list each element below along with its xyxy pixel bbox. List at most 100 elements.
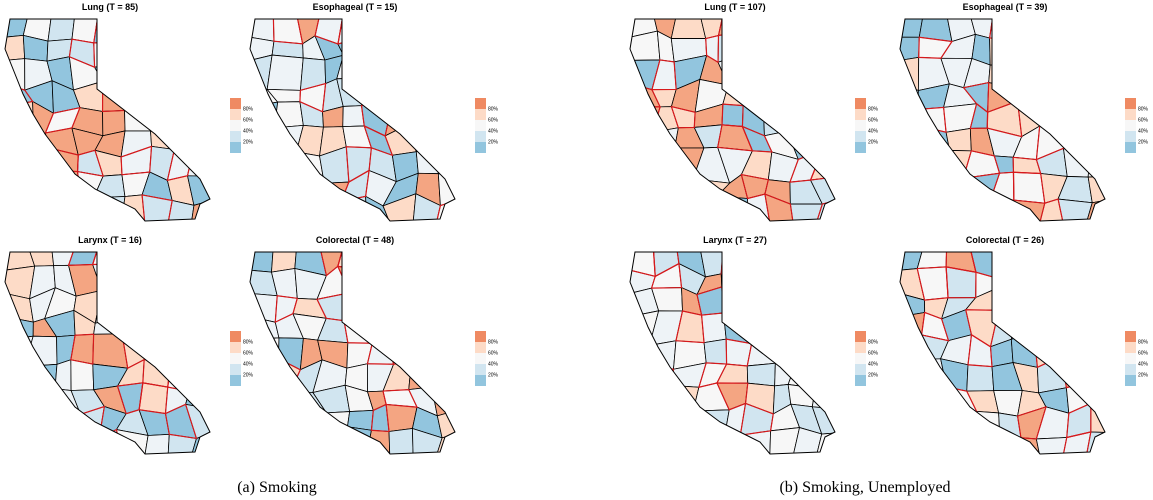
county — [1084, 82, 1110, 107]
county — [168, 111, 192, 137]
county — [390, 14, 413, 43]
county — [168, 135, 193, 152]
county — [630, 172, 652, 206]
county — [45, 430, 74, 455]
legend-swatch — [230, 342, 241, 353]
county — [435, 270, 459, 293]
legend-swatch — [475, 109, 486, 120]
county-highlight — [369, 266, 391, 290]
county — [900, 335, 922, 363]
legend-swatch — [855, 120, 866, 131]
county — [1017, 247, 1047, 269]
county — [413, 77, 439, 114]
county — [1081, 358, 1110, 386]
county — [384, 288, 408, 316]
county-highlight — [411, 14, 437, 36]
county — [1083, 314, 1110, 340]
county — [5, 405, 32, 433]
county — [1088, 176, 1110, 202]
county — [189, 360, 215, 391]
county — [364, 37, 392, 62]
legend-label: 40% — [1138, 361, 1149, 367]
county — [1080, 293, 1109, 316]
county-highlight — [743, 310, 776, 344]
county — [924, 410, 953, 438]
county — [1060, 82, 1091, 111]
county — [947, 426, 970, 456]
county — [652, 148, 679, 172]
county — [118, 293, 149, 318]
legend-swatch — [230, 331, 241, 342]
county — [94, 197, 125, 223]
legend-swatch — [475, 375, 486, 386]
county — [1084, 60, 1110, 83]
county — [364, 14, 392, 43]
county — [32, 133, 48, 155]
map — [630, 247, 840, 456]
legend-label: 20% — [488, 139, 499, 145]
county-highlight — [742, 54, 773, 81]
county — [744, 14, 772, 36]
county — [1058, 269, 1092, 299]
county — [295, 194, 321, 223]
county — [970, 198, 993, 222]
county — [1083, 104, 1109, 131]
county — [630, 340, 655, 366]
county — [747, 363, 775, 386]
county-highlight — [435, 130, 460, 153]
county — [145, 310, 166, 346]
legend-label: 80% — [243, 339, 254, 345]
county — [811, 247, 840, 275]
county — [1088, 153, 1110, 177]
county — [435, 287, 459, 318]
county — [1086, 247, 1109, 276]
county — [1013, 65, 1044, 87]
county — [344, 321, 372, 343]
county-highlight — [195, 270, 215, 293]
map-title: Esophageal (T = 15) — [313, 2, 398, 12]
legend-label: 60% — [243, 350, 254, 356]
legend-label: 60% — [1138, 350, 1149, 356]
county — [763, 80, 800, 112]
county — [993, 247, 1019, 277]
county — [1084, 37, 1110, 63]
county — [647, 172, 679, 206]
county — [430, 31, 460, 61]
county-highlight — [721, 247, 746, 274]
county — [917, 247, 946, 269]
county — [788, 361, 815, 388]
county — [1083, 130, 1109, 159]
county — [364, 288, 391, 323]
legend-swatch — [855, 364, 866, 375]
county — [191, 247, 214, 276]
county — [438, 84, 460, 107]
counties — [5, 14, 215, 223]
county — [795, 38, 816, 66]
county — [1058, 247, 1092, 276]
county — [653, 430, 676, 456]
county — [95, 290, 120, 323]
county — [93, 334, 128, 368]
county — [195, 270, 215, 293]
county — [900, 200, 930, 223]
county — [5, 336, 33, 366]
county — [991, 198, 1017, 222]
county — [815, 293, 839, 316]
county — [22, 171, 56, 203]
county — [1042, 33, 1059, 67]
county — [1013, 172, 1044, 203]
county — [125, 77, 150, 111]
county — [192, 130, 215, 153]
county — [188, 152, 215, 176]
legend-swatch — [1125, 364, 1136, 375]
county — [115, 42, 147, 64]
legend-label: 20% — [1138, 139, 1149, 145]
county — [75, 198, 98, 223]
county — [1035, 299, 1066, 323]
map-title: Larynx (T = 27) — [703, 235, 767, 245]
legend-swatch — [1125, 331, 1136, 342]
legend-label: 80% — [488, 339, 499, 345]
county — [1011, 333, 1037, 367]
county-highlight — [814, 361, 840, 388]
county-highlight — [390, 14, 413, 43]
